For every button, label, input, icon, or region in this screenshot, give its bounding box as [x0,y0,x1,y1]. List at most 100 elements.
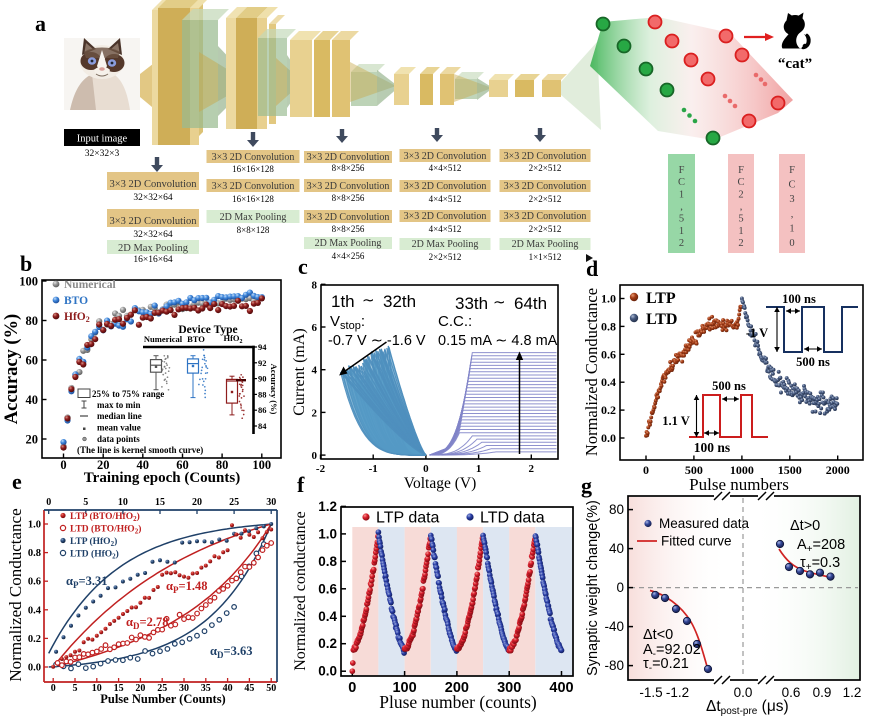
svg-text:3×3 2D Convolution: 3×3 2D Convolution [307,181,390,192]
svg-text:25: 25 [157,683,167,694]
svg-text:0: 0 [348,680,356,696]
svg-text:Fitted curve: Fitted curve [661,534,732,549]
svg-text:1: 1 [679,226,684,237]
svg-text:80: 80 [26,314,39,328]
svg-text:30: 30 [266,497,276,508]
svg-text:86: 86 [258,405,267,415]
svg-text:HfO2: HfO2 [64,311,90,324]
svg-text:3×3 2D Convolution: 3×3 2D Convolution [504,181,587,192]
svg-text:e: e [12,469,22,494]
svg-text:A+=208: A+=208 [797,537,845,555]
svg-text:4×4×512: 4×4×512 [429,194,462,204]
svg-text:16×16×128: 16×16×128 [232,164,274,174]
svg-text:data points: data points [97,434,140,444]
svg-text:6: 6 [312,322,318,334]
svg-text:0.0: 0.0 [28,663,41,674]
svg-text:60: 60 [176,458,189,472]
svg-text:-1 V: -1 V [746,326,768,340]
svg-text:32×32×3: 32×32×3 [85,149,120,159]
svg-text:0.4: 0.4 [28,605,42,616]
svg-text:15: 15 [114,683,124,694]
svg-text:2D Max Pooling: 2D Max Pooling [512,239,579,250]
svg-text:94: 94 [258,342,267,352]
svg-text:0.15 mA ∼ 4.8 mA: 0.15 mA ∼ 4.8 mA [438,333,558,349]
svg-text:d: d [586,256,598,281]
svg-text:300: 300 [497,680,521,696]
svg-text:∼: ∼ [493,294,506,311]
svg-text:30: 30 [179,683,189,694]
svg-text:1.2: 1.2 [318,499,337,514]
svg-text:20: 20 [135,683,145,694]
svg-text:C.C.:: C.C.: [438,313,472,330]
svg-text:3: 3 [789,194,794,205]
svg-text:1.2: 1.2 [843,685,862,700]
svg-text:0.4: 0.4 [601,375,616,389]
svg-text:0: 0 [60,458,66,472]
svg-text:100 ns: 100 ns [782,292,816,306]
svg-text:8×8×256: 8×8×256 [332,193,365,203]
svg-text:16×16×128: 16×16×128 [232,194,274,204]
svg-text:LTD (BTO/HfO2): LTD (BTO/HfO2) [70,524,141,536]
svg-text:Normalized Conductance: Normalized Conductance [6,508,25,681]
svg-text:-80: -80 [604,658,624,673]
svg-text:Numerical: Numerical [144,334,183,344]
svg-text:1.0: 1.0 [601,292,616,306]
svg-text:45: 45 [244,683,254,694]
svg-text:20: 20 [97,458,110,472]
svg-text:100: 100 [392,680,416,696]
svg-text:Δt>0: Δt>0 [790,518,820,534]
svg-text:max to min: max to min [97,400,141,410]
svg-text:100: 100 [19,275,38,289]
svg-text:5: 5 [679,214,684,225]
svg-text:8: 8 [312,279,318,291]
svg-text:32th: 32th [383,292,416,311]
svg-text:0: 0 [51,683,56,694]
svg-text:50: 50 [266,683,276,694]
svg-text:Measured data: Measured data [659,516,750,531]
svg-text:0.2: 0.2 [318,636,337,651]
svg-text:35: 35 [201,683,211,694]
svg-text:1: 1 [476,463,482,475]
svg-text:2: 2 [679,238,684,249]
svg-text:2: 2 [738,238,743,249]
svg-text:25: 25 [229,497,239,508]
svg-text:C: C [737,177,744,188]
svg-text:80: 80 [609,502,624,517]
svg-text:2: 2 [529,463,535,475]
svg-text:100: 100 [252,458,271,472]
svg-text:“cat”: “cat” [778,56,812,72]
svg-text:F: F [679,165,685,176]
svg-text:0.6: 0.6 [318,581,337,596]
svg-text:3×3 2D Convolution: 3×3 2D Convolution [109,216,197,227]
svg-text:32×32×64: 32×32×64 [133,193,172,203]
svg-text:0.8: 0.8 [318,554,337,569]
svg-text:-1.2: -1.2 [666,685,689,700]
svg-text:0.9: 0.9 [813,685,832,700]
svg-text:C: C [788,180,795,191]
svg-text:2D Max Pooling: 2D Max Pooling [220,212,287,223]
svg-text:g: g [581,473,592,498]
svg-text:mean value: mean value [97,423,141,433]
svg-text:84: 84 [258,421,267,431]
svg-text:Pulse Number (Counts): Pulse Number (Counts) [100,692,225,706]
svg-text:f: f [297,472,305,497]
svg-text:25% to 75% range: 25% to 75% range [92,389,164,399]
svg-text:20: 20 [192,497,202,508]
svg-text:αD=2.78: αD=2.78 [126,615,168,631]
svg-text:αP=3.31: αP=3.31 [66,574,107,590]
svg-text:500 ns: 500 ns [712,379,746,393]
svg-text:3×3 2D Convolution: 3×3 2D Convolution [404,211,487,222]
svg-text:500 ns: 500 ns [796,355,830,369]
svg-text:80: 80 [216,458,229,472]
svg-text:400: 400 [549,680,573,696]
svg-text:Input image: Input image [77,134,128,145]
svg-text:2D Max Pooling: 2D Max Pooling [118,243,189,254]
svg-text:Pluse number (counts): Pluse number (counts) [379,692,537,712]
svg-text:0: 0 [423,463,429,475]
svg-text:Synaptic weight change(%): Synaptic weight change(%) [585,500,601,676]
svg-text:3×3 2D Convolution: 3×3 2D Convolution [504,151,587,162]
svg-text:0: 0 [616,580,624,595]
svg-text:3×3 2D Convolution: 3×3 2D Convolution [307,152,390,163]
svg-text:2×2×512: 2×2×512 [429,252,462,262]
svg-text:200: 200 [445,680,469,696]
